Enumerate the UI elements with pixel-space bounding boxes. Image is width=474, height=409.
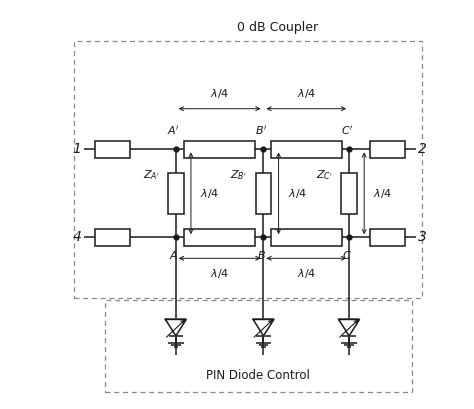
Text: $C$: $C$ — [342, 249, 352, 261]
Text: $A'$: $A'$ — [167, 124, 180, 137]
Text: $Z_{C'}$: $Z_{C'}$ — [316, 168, 333, 182]
Text: 0 dB Coupler: 0 dB Coupler — [237, 21, 319, 34]
Text: 2: 2 — [418, 142, 427, 157]
Text: $A$: $A$ — [169, 249, 179, 261]
Text: $C'$: $C'$ — [341, 124, 353, 137]
Bar — [371, 229, 405, 246]
Bar — [74, 41, 422, 298]
Text: $\lambda/4$: $\lambda/4$ — [297, 87, 316, 100]
Bar — [105, 300, 412, 392]
Bar — [256, 173, 271, 213]
Text: PIN Diode Control: PIN Diode Control — [207, 369, 310, 382]
Polygon shape — [253, 319, 274, 336]
Bar — [168, 173, 183, 213]
Text: $Z_{B'}$: $Z_{B'}$ — [230, 168, 247, 182]
Text: $Z_{A'}$: $Z_{A'}$ — [143, 168, 160, 182]
Bar — [95, 141, 130, 158]
Text: 1: 1 — [73, 142, 81, 157]
Text: $\lambda/4$: $\lambda/4$ — [210, 87, 229, 100]
Text: $\lambda/4$: $\lambda/4$ — [373, 187, 392, 200]
Text: 4: 4 — [73, 230, 81, 244]
Bar — [271, 141, 342, 158]
Text: $\lambda/4$: $\lambda/4$ — [288, 187, 307, 200]
Bar — [271, 229, 342, 246]
Bar — [341, 173, 357, 213]
Text: $\lambda/4$: $\lambda/4$ — [200, 187, 219, 200]
Polygon shape — [165, 319, 186, 336]
Text: 3: 3 — [418, 230, 427, 244]
Text: $B'$: $B'$ — [255, 124, 268, 137]
Text: $B$: $B$ — [257, 249, 266, 261]
Bar — [371, 141, 405, 158]
Bar — [95, 229, 130, 246]
Text: $\lambda/4$: $\lambda/4$ — [297, 267, 316, 280]
Bar — [184, 141, 255, 158]
Polygon shape — [339, 319, 359, 336]
Text: $\lambda/4$: $\lambda/4$ — [210, 267, 229, 280]
Bar — [184, 229, 255, 246]
